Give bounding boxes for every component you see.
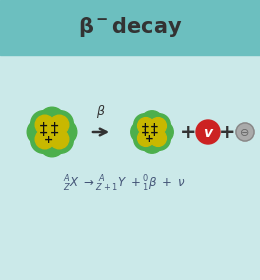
Circle shape bbox=[39, 107, 65, 133]
Text: +: + bbox=[150, 129, 158, 138]
Text: +: + bbox=[150, 122, 158, 132]
Text: ⊖: ⊖ bbox=[240, 127, 250, 137]
Text: +: + bbox=[38, 121, 48, 131]
Circle shape bbox=[35, 115, 54, 134]
FancyBboxPatch shape bbox=[0, 0, 260, 55]
Circle shape bbox=[148, 114, 170, 136]
Circle shape bbox=[39, 131, 65, 157]
Circle shape bbox=[138, 130, 154, 146]
Text: +: + bbox=[145, 134, 154, 144]
Circle shape bbox=[50, 130, 69, 149]
Text: $\beta$: $\beta$ bbox=[96, 103, 106, 120]
Circle shape bbox=[35, 130, 54, 149]
Circle shape bbox=[134, 128, 156, 150]
Text: v: v bbox=[204, 126, 212, 140]
Circle shape bbox=[131, 121, 153, 143]
Text: +: + bbox=[50, 121, 59, 131]
Circle shape bbox=[150, 118, 166, 134]
Circle shape bbox=[236, 123, 254, 141]
Circle shape bbox=[27, 119, 53, 145]
Circle shape bbox=[44, 124, 60, 140]
Text: +: + bbox=[38, 128, 48, 138]
Circle shape bbox=[141, 131, 163, 153]
Circle shape bbox=[31, 111, 56, 136]
Text: $\bf{\beta^-}$$\bf{decay}$: $\bf{\beta^-}$$\bf{decay}$ bbox=[78, 15, 182, 39]
Text: +: + bbox=[44, 135, 53, 145]
Text: +: + bbox=[180, 123, 196, 141]
Circle shape bbox=[151, 121, 173, 143]
Circle shape bbox=[51, 119, 77, 145]
Circle shape bbox=[134, 114, 156, 136]
Circle shape bbox=[48, 128, 73, 153]
Circle shape bbox=[50, 115, 69, 134]
Circle shape bbox=[196, 120, 220, 144]
Text: $^A_ZX\ \rightarrow_{Z+1}^{\ A}Y\ +^0_1\beta\ +\ \nu$: $^A_ZX\ \rightarrow_{Z+1}^{\ A}Y\ +^0_1\… bbox=[63, 174, 186, 194]
Circle shape bbox=[145, 125, 159, 139]
Text: +: + bbox=[140, 129, 149, 138]
Circle shape bbox=[141, 111, 163, 133]
Text: +: + bbox=[219, 123, 235, 141]
Circle shape bbox=[148, 128, 170, 150]
Text: +: + bbox=[140, 122, 149, 132]
Circle shape bbox=[48, 111, 73, 136]
Circle shape bbox=[138, 118, 154, 134]
Text: +: + bbox=[50, 128, 59, 138]
Circle shape bbox=[150, 130, 166, 146]
Circle shape bbox=[31, 128, 56, 153]
